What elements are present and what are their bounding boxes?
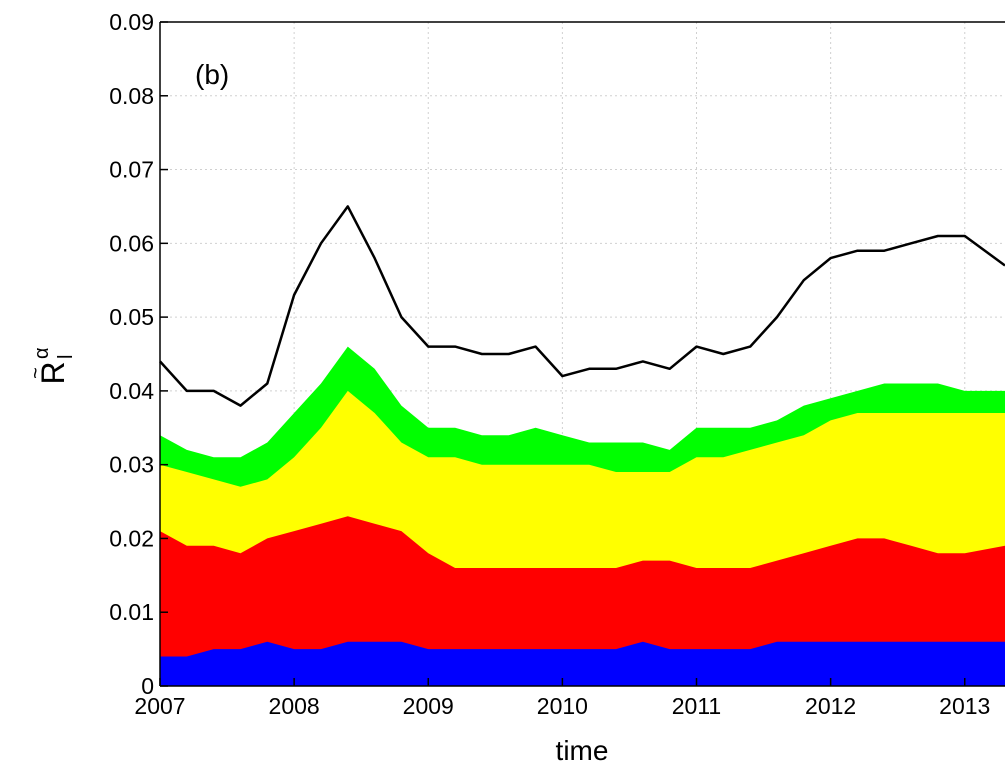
x-axis-ticks: 2007 2008 2009 2010 2011 2012 2013	[134, 678, 990, 719]
panel-label: (b)	[195, 59, 229, 90]
x-tick-label-1: 2008	[269, 693, 320, 719]
y-axis-title-accent: ~	[25, 367, 47, 379]
y-tick-label-1: 0.01	[109, 599, 154, 625]
x-tick-label-3: 2010	[537, 693, 588, 719]
x-tick-label-2: 2009	[403, 693, 454, 719]
plot-axes	[159, 21, 1005, 687]
x-tick-label-0: 2007	[134, 693, 185, 719]
y-tick-label-3: 0.03	[109, 452, 154, 478]
y-axis-title-superscript: α	[31, 347, 53, 359]
y-axis-title-subscript: l	[55, 355, 77, 359]
y-tick-label-6: 0.06	[109, 230, 154, 256]
y-tick-label-9: 0.09	[109, 9, 154, 35]
y-axis-title: R ~ l α	[25, 347, 77, 384]
series-layers	[160, 346, 1005, 686]
y-tick-label-0: 0	[141, 673, 154, 699]
x-tick-label-5: 2012	[805, 693, 856, 719]
top-series-line	[159, 205, 1005, 407]
y-axis-ticks: 0 0.01 0.02 0.03 0.04 0.05 0.06 0.07 0.08 0.09	[109, 9, 168, 699]
y-tick-label-8: 0.08	[109, 83, 154, 109]
x-tick-label-4: 2011	[672, 693, 721, 719]
series-area-0	[160, 641, 1005, 686]
y-tick-label-2: 0.02	[109, 525, 154, 551]
series-line-top	[159, 205, 1005, 407]
y-tick-label-5: 0.05	[109, 304, 154, 330]
x-axis-title: time	[556, 735, 609, 766]
y-tick-label-4: 0.04	[109, 378, 154, 404]
x-tick-label-6: 2013	[939, 693, 990, 719]
y-axis-title-base: R	[35, 361, 71, 384]
y-tick-label-7: 0.07	[109, 157, 154, 183]
